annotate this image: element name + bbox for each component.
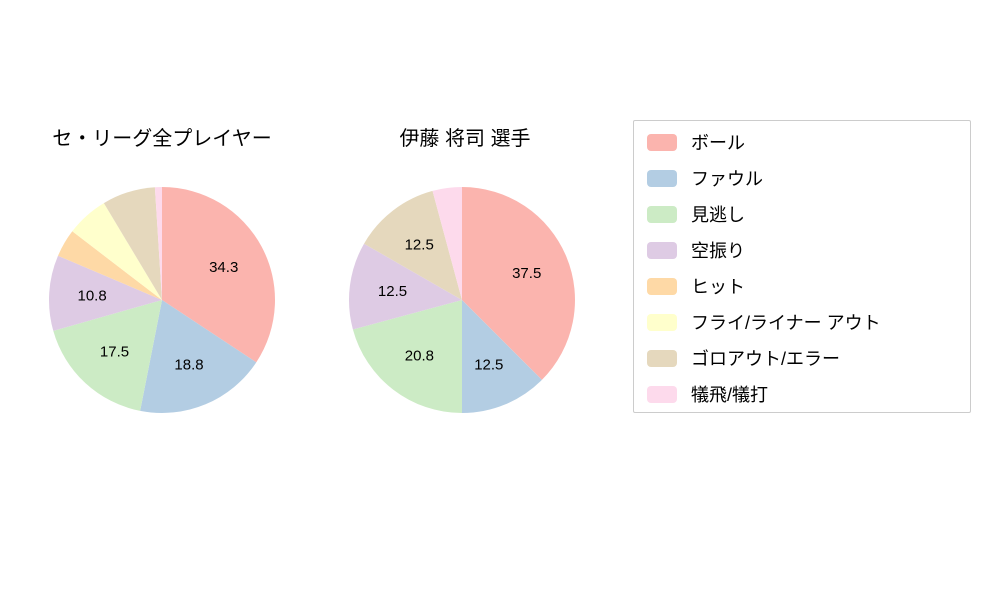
legend-item-2: 見逃し (634, 196, 970, 232)
legend-label: フライ/ライナー アウト (691, 313, 881, 333)
legend-label: ヒット (691, 277, 745, 297)
legend-label: ゴロアウト/エラー (691, 349, 841, 369)
legend-swatch-icon (647, 169, 677, 187)
pie-0-value-label-0: 34.3 (209, 259, 238, 276)
legend-swatch-icon (647, 313, 677, 331)
legend-label: 空振り (691, 241, 745, 261)
legend-swatch-icon (647, 349, 677, 367)
legend-item-0: ボール (634, 124, 970, 160)
pie-0-value-label-2: 17.5 (100, 344, 129, 361)
pie-chart-left: 34.3 18.8 17.5 10.8 (48, 186, 276, 413)
legend-swatch-icon (647, 133, 677, 151)
pie-1-value-label-3: 12.5 (378, 283, 407, 300)
pie-1-slice-6 (364, 190, 462, 300)
pie-0-value-label-1: 18.8 (174, 357, 203, 374)
pie-0-slice-0 (162, 187, 276, 363)
legend-item-1: ファウル (634, 160, 970, 196)
legend-item-4: ヒット (634, 268, 970, 304)
pie-0-slice-5 (72, 203, 162, 300)
pie-1-value-label-2: 20.8 (405, 348, 434, 365)
legend-swatch-icon (647, 385, 677, 403)
legend: ボールファウル見逃し空振りヒットフライ/ライナー アウト ゴロアウト/エラー 犠飛/… (633, 120, 971, 413)
legend-item-5: フライ/ライナー アウト (634, 304, 970, 340)
pie-0-slice-4 (58, 231, 162, 300)
pie-chart-right: 37.5 12.5 20.8 12.5 12.5 (348, 187, 575, 413)
pie-1-value-label-6: 12.5 (405, 237, 434, 254)
pie-0-slice-1 (140, 300, 257, 413)
pie-0-slice-6 (103, 187, 162, 300)
legend-item-6: ゴロアウト/エラー (634, 340, 970, 376)
legend-item-7: 犠飛/犠打 (634, 376, 970, 412)
legend-item-3: 空振り (634, 232, 970, 268)
pie-1-slice-3 (348, 243, 462, 330)
pie-1-value-label-1: 12.5 (474, 357, 503, 374)
chart-title-right: 伊藤 将司 選手 (399, 128, 531, 150)
legend-label: ファウル (691, 169, 763, 189)
pie-0-slice-7 (154, 186, 162, 300)
pie-0-slice-2 (53, 300, 162, 411)
legend-label: 犠飛/犠打 (691, 385, 769, 405)
pie-1-slice-2 (352, 300, 462, 413)
legend-swatch-icon (647, 205, 677, 223)
chart-title-left: セ・リーグ全プレイヤー (52, 128, 272, 150)
legend-swatch-icon (647, 241, 677, 259)
pie-0-slice-3 (48, 255, 162, 331)
legend-label: ボール (691, 133, 745, 153)
pie-1-slice-7 (432, 187, 462, 300)
legend-label: 見逃し (691, 205, 745, 225)
pie-1-slice-1 (462, 300, 542, 413)
legend-swatch-icon (647, 277, 677, 295)
pie-0-value-label-3: 10.8 (77, 288, 106, 305)
pie-1-slice-0 (462, 187, 575, 380)
pie-1-value-label-0: 37.5 (512, 265, 541, 282)
